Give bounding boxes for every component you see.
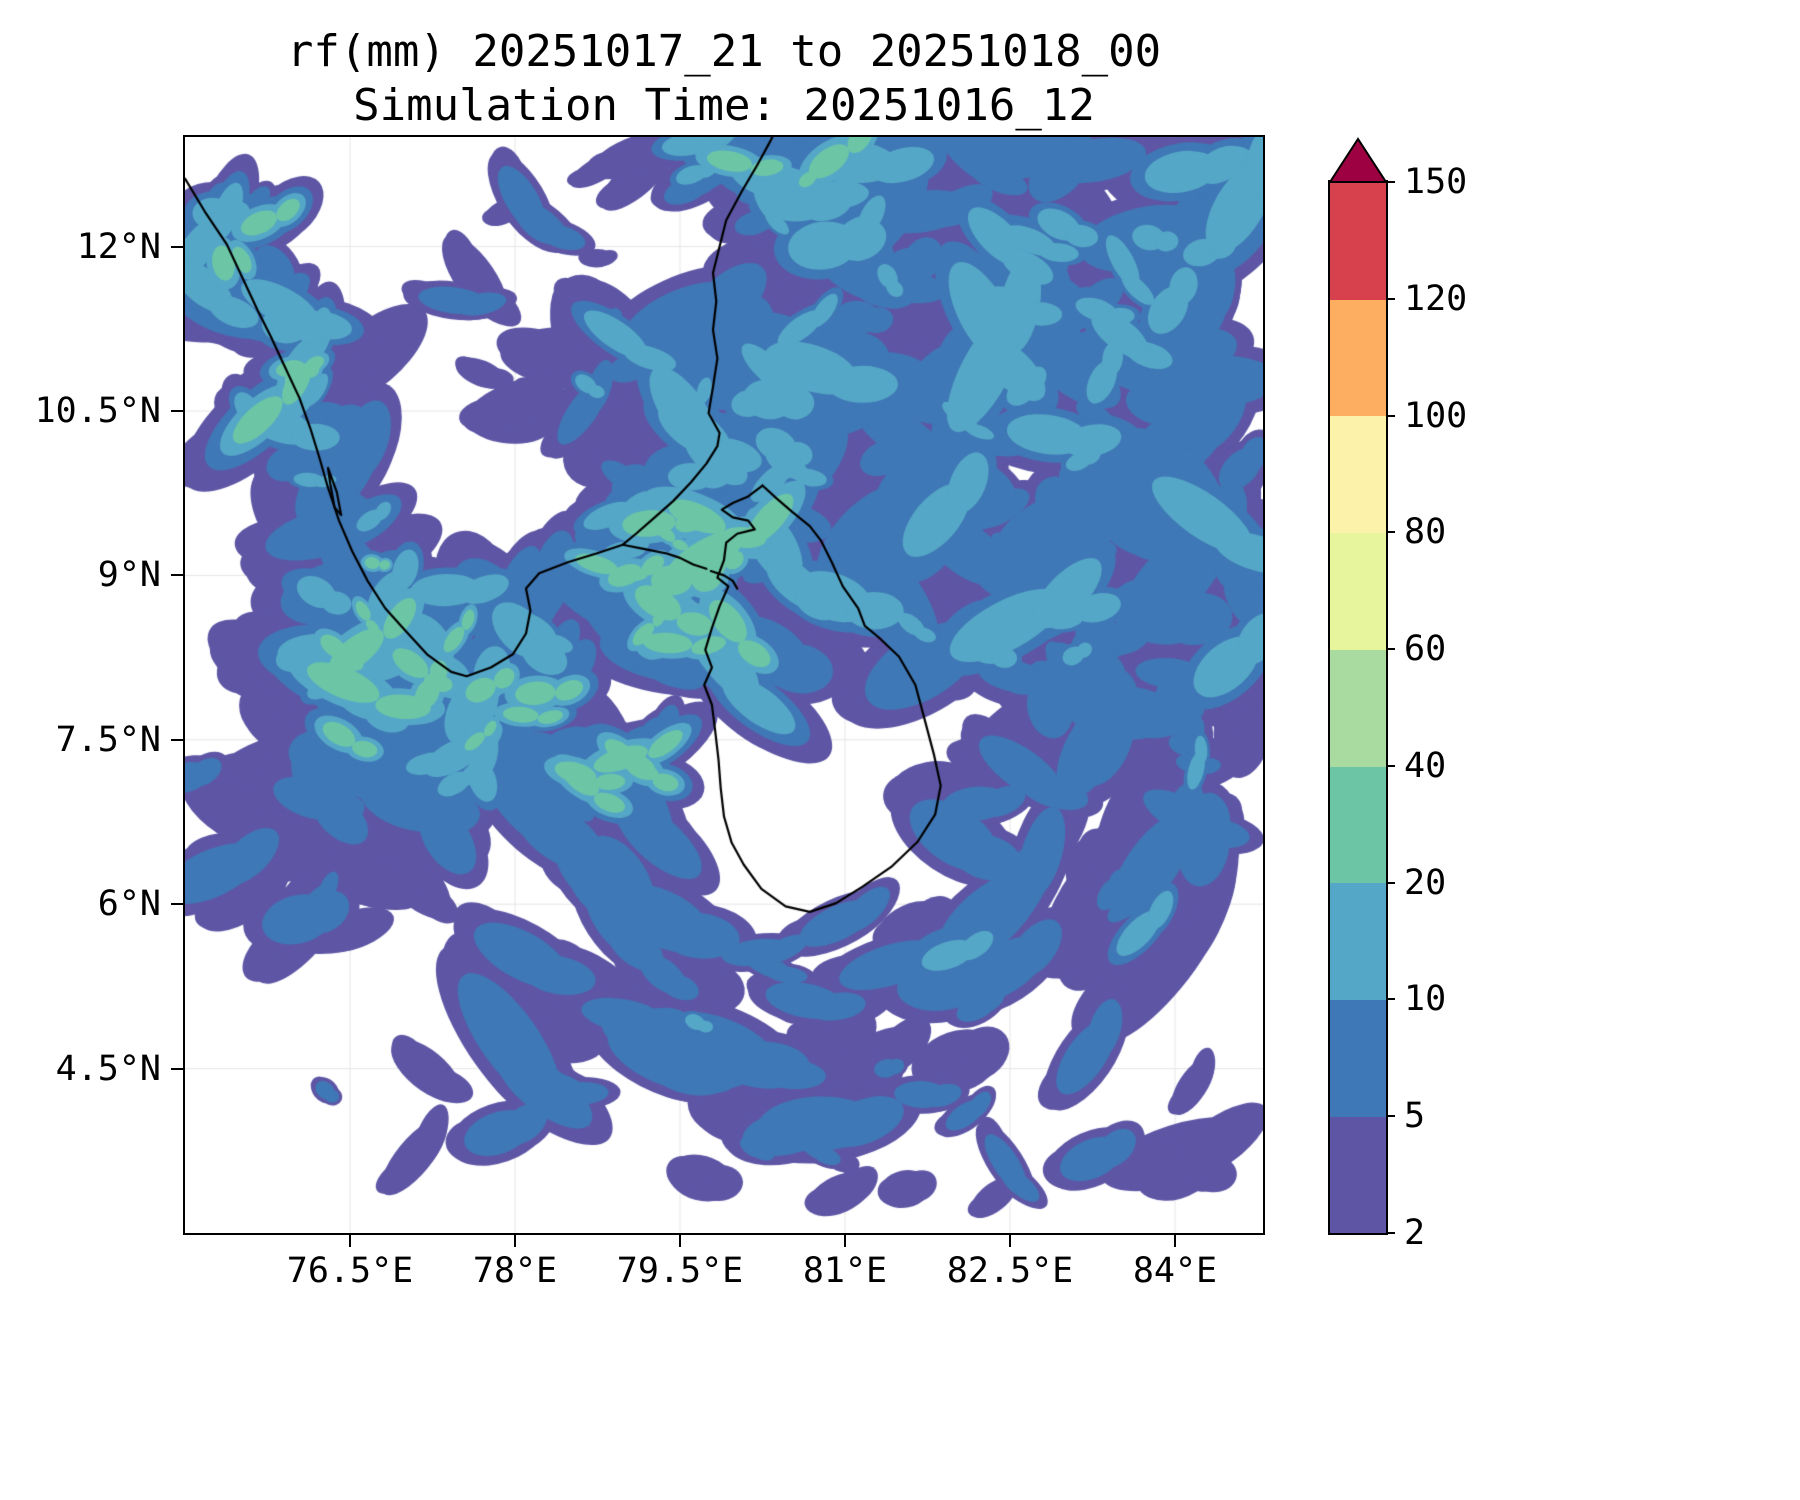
x-tick-label: 84°E (1132, 1251, 1218, 1291)
y-tick-label: 6°N (97, 884, 161, 925)
colorbar-segment (1330, 882, 1386, 1001)
colorbar-tick-label: 40 (1404, 745, 1447, 786)
x-tick-mark (1009, 1235, 1011, 1247)
colorbar-tick-mark (1386, 181, 1395, 183)
chart-subtitle: Simulation Time: 20251016_12 (353, 80, 1095, 131)
colorbar-segment (1330, 765, 1386, 884)
x-tick-label: 82.5°E (946, 1251, 1074, 1291)
colorbar-tick-label: 60 (1404, 629, 1447, 670)
y-tick-label: 9°N (97, 555, 161, 596)
x-tick-mark (514, 1235, 516, 1247)
colorbar-segment (1330, 999, 1386, 1117)
colorbar-tick-label: 120 (1404, 278, 1468, 319)
x-tick-label: 78°E (472, 1251, 558, 1291)
x-tick-mark (1174, 1235, 1176, 1247)
colorbar-segment (1330, 415, 1386, 534)
colorbar-tick-mark (1386, 1232, 1395, 1234)
x-tick-mark (349, 1235, 351, 1247)
colorbar-segment (1330, 532, 1386, 650)
x-tick-label: 81°E (802, 1251, 888, 1291)
colorbar-tick-label: 80 (1404, 512, 1447, 553)
y-tick-mark (171, 738, 183, 741)
colorbar-segment (1330, 649, 1386, 767)
y-tick-mark (171, 245, 183, 248)
x-tick-label: 79.5°E (616, 1251, 744, 1291)
y-tick-label: 7.5°N (55, 719, 161, 760)
colorbar-tick-mark (1386, 648, 1395, 651)
y-tick-mark (171, 574, 183, 577)
y-tick-label: 10.5°N (34, 391, 161, 431)
colorbar-tick-mark (1386, 998, 1395, 1001)
chart-title: rf(mm) 20251017_21 to 20251018_00 (286, 26, 1162, 77)
colorbar-tick-mark (1386, 881, 1395, 884)
colorbar-segment (1330, 1116, 1386, 1234)
colorbar-outline (1328, 180, 1388, 1235)
colorbar-over-arrow (1328, 137, 1388, 183)
y-tick-mark (171, 903, 183, 906)
colorbar-tick-mark (1386, 297, 1395, 300)
colorbar-tick-mark (1386, 531, 1395, 534)
colorbar-tick-label: 10 (1404, 979, 1447, 1020)
colorbar-tick-label: 150 (1404, 162, 1468, 202)
x-tick-mark (844, 1235, 846, 1247)
colorbar-tick-label: 100 (1404, 395, 1468, 436)
colorbar-tick-mark (1386, 414, 1395, 417)
colorbar-over-arrow-shape (1328, 137, 1388, 183)
colorbar-tick-mark (1386, 764, 1395, 767)
x-tick-label: 76.5°E (286, 1251, 414, 1291)
colorbar-tick-label: 5 (1404, 1096, 1426, 1137)
colorbar-tick-label: 20 (1404, 862, 1447, 903)
y-tick-label: 4.5°N (55, 1048, 161, 1089)
y-tick-mark (171, 410, 183, 412)
y-tick-label: 12°N (76, 226, 161, 267)
rainfall-map-canvas (185, 137, 1263, 1233)
x-tick-mark (679, 1235, 681, 1247)
colorbar-segment (1330, 182, 1386, 300)
colorbar-tick-mark (1386, 1115, 1395, 1118)
y-tick-mark (171, 1067, 183, 1070)
colorbar-tick-label: 2 (1404, 1213, 1426, 1253)
colorbar-segment (1330, 298, 1386, 417)
